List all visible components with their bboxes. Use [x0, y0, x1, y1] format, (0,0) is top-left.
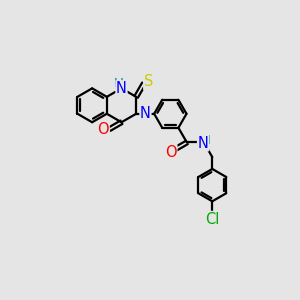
Text: N: N — [198, 136, 208, 151]
Text: N: N — [116, 81, 127, 96]
Text: Cl: Cl — [205, 212, 220, 226]
Text: N: N — [140, 106, 151, 121]
Text: H: H — [113, 77, 123, 90]
Text: S: S — [144, 74, 153, 89]
Text: O: O — [98, 122, 109, 137]
Text: O: O — [165, 145, 177, 160]
Text: H: H — [200, 134, 210, 147]
